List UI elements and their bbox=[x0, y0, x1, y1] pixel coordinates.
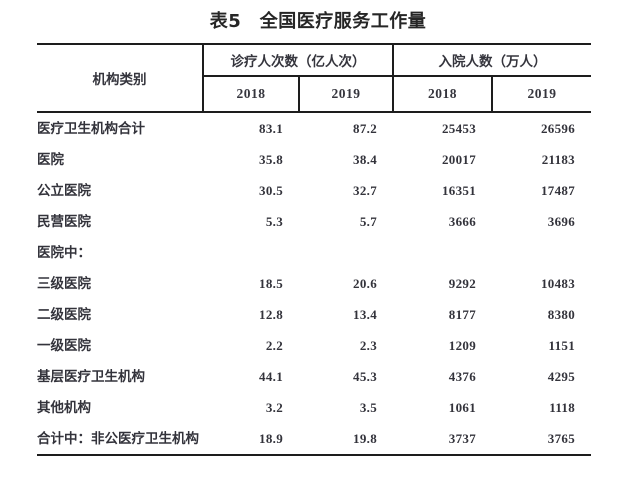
cell-value: 1209 bbox=[448, 337, 476, 353]
cell-value: 38.4 bbox=[353, 151, 377, 167]
cell-value: 32.7 bbox=[353, 182, 377, 198]
cell-value: 1151 bbox=[548, 337, 575, 353]
header-group-admissions: 入院人数（万人） bbox=[392, 43, 591, 77]
cell-value: 10483 bbox=[541, 275, 575, 291]
row-label: 医院 bbox=[37, 152, 64, 167]
cell-value: 2.3 bbox=[359, 337, 377, 353]
header-year-admissions-2019: 2019 bbox=[491, 75, 591, 113]
cell-value: 45.3 bbox=[353, 368, 377, 384]
header-year-visits-2019: 2019 bbox=[298, 75, 394, 113]
cell-value: 1118 bbox=[549, 399, 575, 415]
row-label: 民营医院 bbox=[37, 214, 91, 229]
table-row: 二级医院 12.8 13.4 8177 8380 bbox=[37, 299, 591, 330]
cell-value: 3.5 bbox=[359, 399, 377, 415]
table-row: 合计中：非公医疗卫生机构 18.9 19.8 3737 3765 bbox=[37, 423, 591, 455]
cell-value: 21183 bbox=[541, 151, 575, 167]
medical-service-workload-table: 机构类别 诊疗人次数（亿人次） 入院人数（万人） 2018 2019 2018 … bbox=[37, 43, 591, 456]
table-row: 一级医院 2.2 2.3 1209 1151 bbox=[37, 330, 591, 361]
row-label: 合计中：非公医疗卫生机构 bbox=[37, 431, 199, 446]
row-label: 一级医院 bbox=[37, 338, 91, 353]
cell-value: 18.5 bbox=[259, 275, 283, 291]
cell-value: 18.9 bbox=[259, 430, 283, 446]
cell-value: 17487 bbox=[541, 182, 575, 198]
row-label: 三级医院 bbox=[37, 276, 91, 291]
cell-value: 8177 bbox=[448, 306, 476, 322]
row-label: 二级医院 bbox=[37, 307, 91, 322]
row-label: 医院中： bbox=[37, 245, 91, 260]
table-row: 医院 35.8 38.4 20017 21183 bbox=[37, 144, 591, 175]
cell-value: 8380 bbox=[547, 306, 575, 322]
cell-value: 44.1 bbox=[259, 368, 283, 384]
cell-value: 1061 bbox=[448, 399, 476, 415]
header-group-outpatient-visits: 诊疗人次数（亿人次） bbox=[202, 43, 394, 77]
cell-value: 12.8 bbox=[259, 306, 283, 322]
cell-value: 16351 bbox=[442, 182, 476, 198]
row-label: 基层医疗卫生机构 bbox=[37, 369, 145, 384]
cell-value bbox=[203, 237, 299, 268]
cell-value: 20017 bbox=[442, 151, 476, 167]
table-row: 三级医院 18.5 20.6 9292 10483 bbox=[37, 268, 591, 299]
cell-value bbox=[393, 237, 492, 268]
row-label: 公立医院 bbox=[37, 183, 91, 198]
header-org-category: 机构类别 bbox=[37, 43, 204, 113]
cell-value: 4376 bbox=[448, 368, 476, 384]
cell-value: 26596 bbox=[541, 120, 575, 136]
table-header: 机构类别 诊疗人次数（亿人次） 入院人数（万人） 2018 2019 2018 … bbox=[37, 43, 591, 113]
cell-value: 83.1 bbox=[259, 120, 283, 136]
cell-value bbox=[299, 237, 393, 268]
table-row: 公立医院 30.5 32.7 16351 17487 bbox=[37, 175, 591, 206]
cell-value bbox=[492, 237, 591, 268]
cell-value: 3765 bbox=[547, 430, 575, 446]
table-row: 医院中： bbox=[37, 237, 591, 268]
cell-value: 3696 bbox=[547, 213, 575, 229]
cell-value: 25453 bbox=[442, 120, 476, 136]
cell-value: 35.8 bbox=[259, 151, 283, 167]
cell-value: 3737 bbox=[448, 430, 476, 446]
cell-value: 5.7 bbox=[359, 213, 377, 229]
cell-value: 5.3 bbox=[265, 213, 283, 229]
cell-value: 87.2 bbox=[353, 120, 377, 136]
table-title: 表5 全国医疗服务工作量 bbox=[209, 11, 427, 32]
table-row: 民营医院 5.3 5.7 3666 3696 bbox=[37, 206, 591, 237]
table-row: 基层医疗卫生机构 44.1 45.3 4376 4295 bbox=[37, 361, 591, 392]
cell-value: 3.2 bbox=[265, 399, 283, 415]
cell-value: 4295 bbox=[547, 368, 575, 384]
row-label: 其他机构 bbox=[37, 400, 91, 415]
cell-value: 9292 bbox=[448, 275, 476, 291]
cell-value: 2.2 bbox=[265, 337, 283, 353]
header-year-admissions-2018: 2018 bbox=[392, 75, 493, 113]
cell-value: 3666 bbox=[448, 213, 476, 229]
table-row: 其他机构 3.2 3.5 1061 1118 bbox=[37, 392, 591, 423]
cell-value: 20.6 bbox=[353, 275, 377, 291]
header-year-visits-2018: 2018 bbox=[202, 75, 300, 113]
table-body: 医疗卫生机构合计 83.1 87.2 25453 26596 医院 35.8 38.4 2001… bbox=[37, 112, 591, 455]
cell-value: 30.5 bbox=[259, 182, 283, 198]
cell-value: 13.4 bbox=[353, 306, 377, 322]
table-row: 医疗卫生机构合计 83.1 87.2 25453 26596 bbox=[37, 112, 591, 144]
row-label: 医疗卫生机构合计 bbox=[37, 121, 145, 136]
cell-value: 19.8 bbox=[353, 430, 377, 446]
